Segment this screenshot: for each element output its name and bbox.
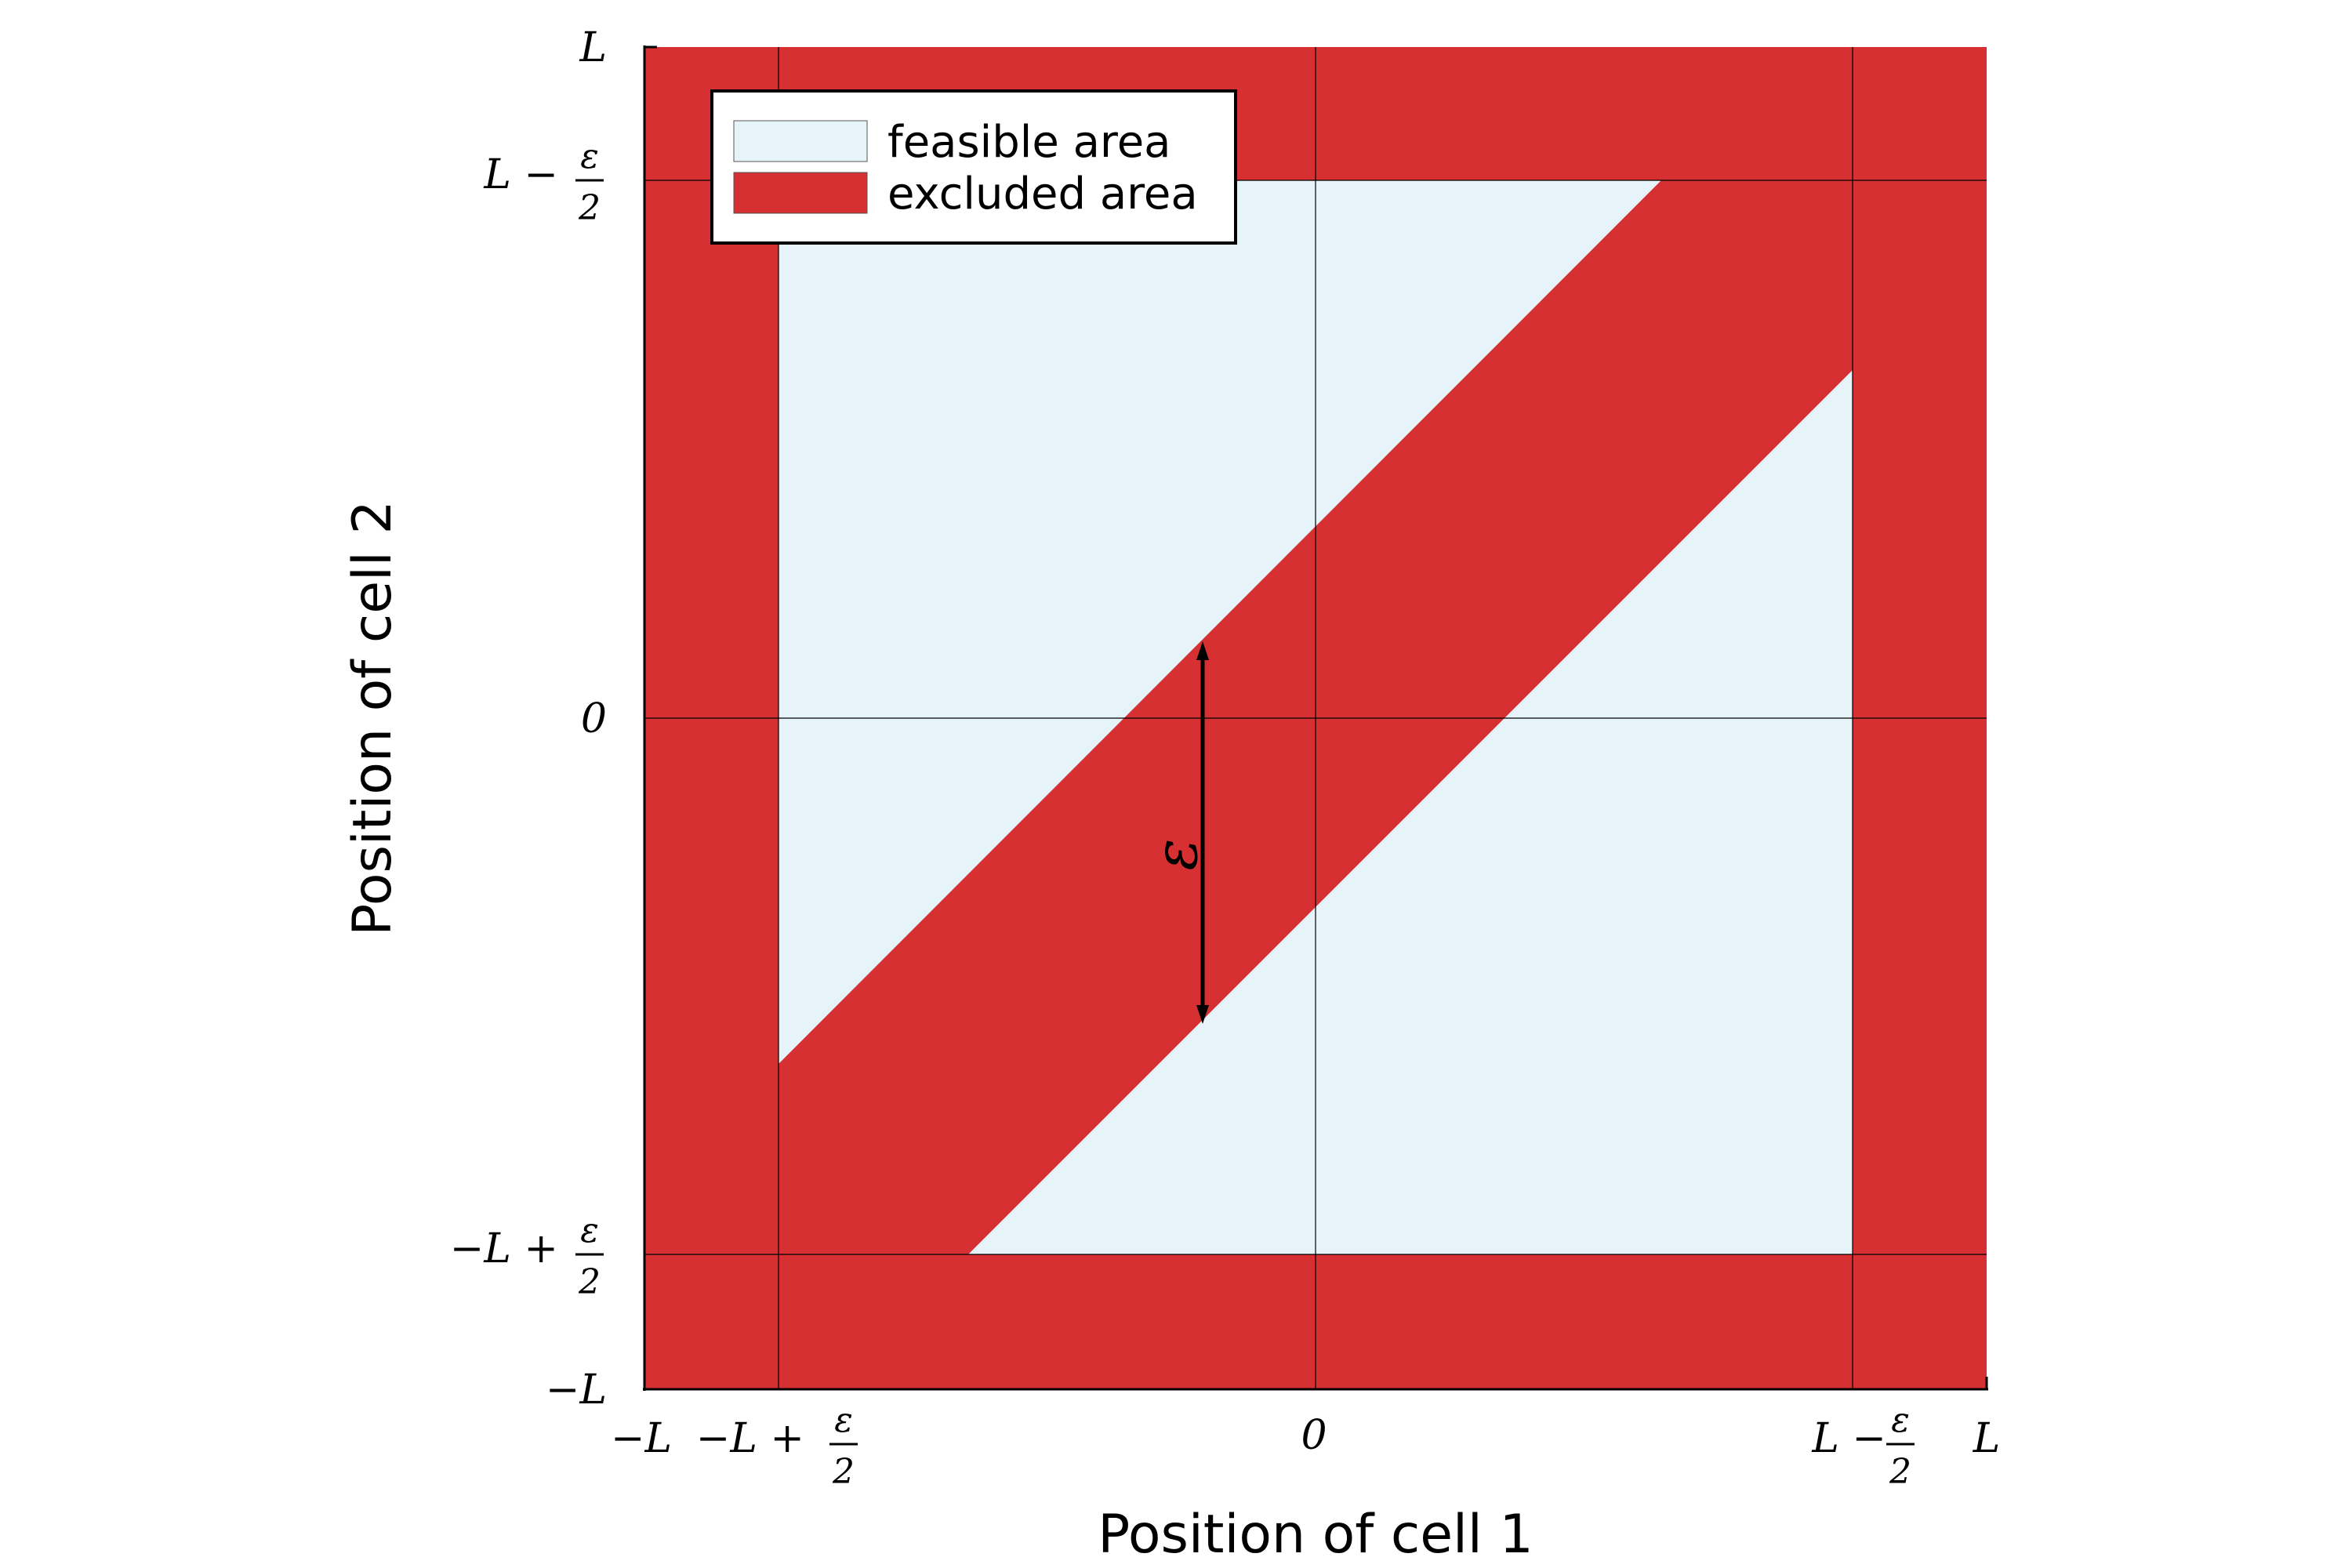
legend-label-excluded: excluded area (887, 169, 1198, 220)
x-tick-zero: 0 (1301, 1412, 1327, 1459)
x-tick-L-minus: L − ε 2 (1811, 1400, 1915, 1492)
y-tick-L: L (579, 24, 607, 71)
epsilon-arrow-head-down (1196, 1005, 1209, 1024)
y-tick-L-minus: L − ε 2 (483, 136, 604, 228)
y-tick-L-minus-num: ε (580, 136, 599, 176)
x-tick-L-minus-num: ε (1891, 1400, 1910, 1440)
x-tick-neg-L-plus-num: ε (834, 1400, 853, 1440)
y-tick-neg-L: −L (546, 1367, 607, 1414)
epsilon-annotation: ε (1141, 839, 1210, 871)
epsilon-arrow-head-up (1196, 641, 1209, 660)
y-tick-L-minus-den: 2 (578, 188, 601, 228)
y-tick-neg-L-plus: −L + ε 2 (450, 1210, 604, 1302)
legend-swatch-feasible (733, 120, 868, 162)
y-axis-title: Position of cell 2 (342, 500, 404, 935)
x-tick-L: L (1973, 1415, 2001, 1462)
y-tick-labels: L L − ε 2 0 −L + ε 2 −L (450, 24, 607, 1414)
epsilon-arrow: ε (1141, 641, 1210, 1024)
x-tick-labels: −L −L + ε 2 0 L − ε 2 L (611, 1400, 2000, 1492)
legend: feasible area excluded area (710, 89, 1237, 245)
y-tick-neg-L-plus-den: 2 (578, 1262, 601, 1302)
plot-area (643, 45, 1988, 1391)
x-tick-neg-L: −L (611, 1415, 672, 1462)
y-tick-zero: 0 (581, 695, 607, 742)
x-tick-neg-L-plus: −L + ε 2 (696, 1400, 858, 1492)
legend-swatch-excluded (733, 172, 868, 214)
x-tick-L-minus-den: 2 (1889, 1452, 1911, 1492)
x-axis-title: Position of cell 1 (1098, 1504, 1533, 1566)
legend-label-feasible: feasible area (887, 117, 1171, 168)
y-tick-neg-L-plus-num: ε (580, 1210, 599, 1250)
x-tick-L-minus-main: L − (1811, 1415, 1886, 1462)
legend-box (710, 89, 1237, 245)
x-tick-neg-L-plus-den: 2 (832, 1452, 855, 1492)
x-tick-neg-L-plus-main: −L + (696, 1415, 804, 1462)
y-tick-neg-L-plus-main: −L + (450, 1225, 558, 1272)
y-tick-L-minus-main: L − (483, 151, 558, 198)
